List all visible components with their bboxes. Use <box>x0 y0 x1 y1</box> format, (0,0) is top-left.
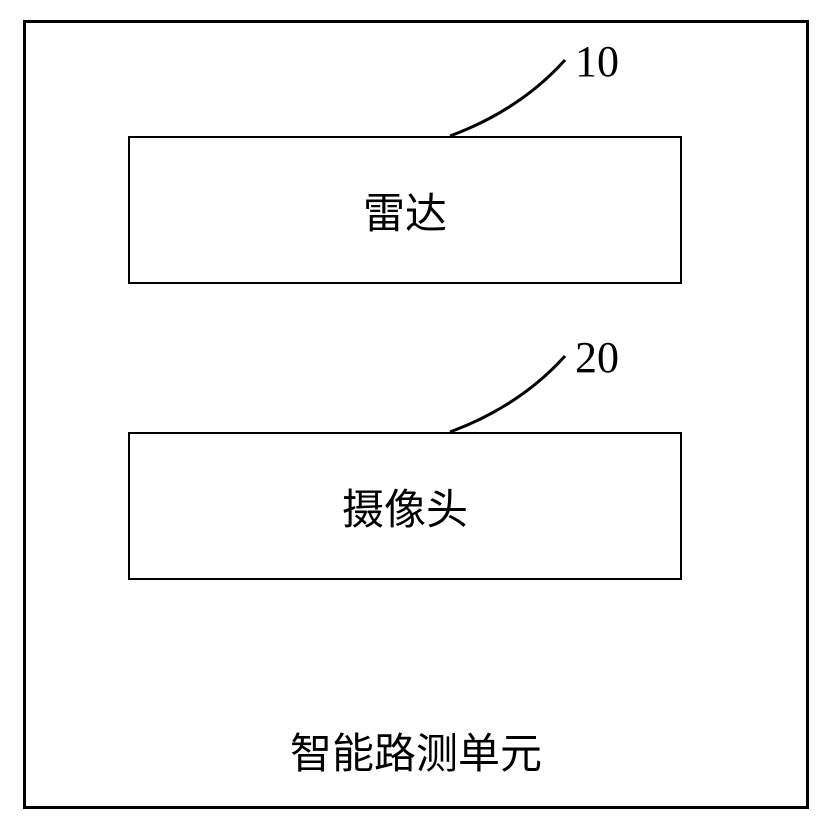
radar-box: 雷达 <box>128 136 682 284</box>
radar-label: 雷达 <box>363 180 447 241</box>
camera-box: 摄像头 <box>128 432 682 580</box>
callout-number-10: 10 <box>575 36 619 87</box>
camera-label: 摄像头 <box>342 476 468 537</box>
callout-number-20: 20 <box>575 332 619 383</box>
diagram-caption: 智能路测单元 <box>290 720 542 781</box>
diagram-canvas: 雷达 10 摄像头 20 智能路测单元 <box>0 0 832 823</box>
